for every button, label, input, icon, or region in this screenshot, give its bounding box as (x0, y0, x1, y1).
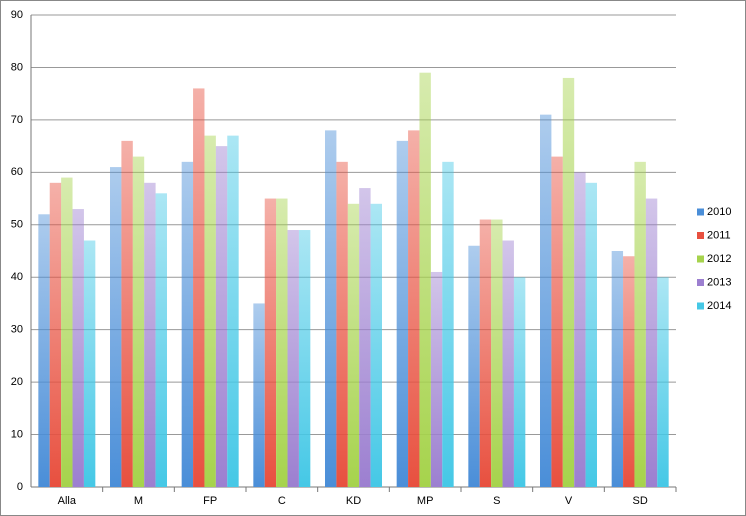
x-tick-label: C (278, 495, 286, 507)
legend-label: 2013 (707, 276, 731, 288)
legend-swatch (697, 255, 704, 263)
bar (645, 198, 658, 488)
bar (396, 140, 409, 487)
bar (540, 114, 552, 488)
legend-swatch (697, 208, 704, 216)
bar (193, 88, 205, 487)
y-tick-label: 90 (11, 9, 23, 21)
bar (611, 251, 624, 487)
x-tick-label: SD (633, 495, 648, 507)
bar (181, 161, 194, 487)
bar (442, 161, 454, 487)
y-tick-label: 10 (11, 428, 23, 440)
y-tick-label: 0 (17, 481, 23, 493)
bar (634, 161, 646, 487)
bar (419, 72, 431, 487)
bar (479, 219, 492, 488)
bar (585, 182, 597, 488)
x-tick-label: KD (346, 495, 361, 507)
bar (562, 77, 575, 487)
x-tick-label: Alla (58, 495, 77, 507)
y-tick-label: 50 (11, 219, 23, 231)
bar (336, 161, 348, 487)
bar (132, 156, 145, 487)
bar (276, 198, 288, 488)
bar (657, 277, 669, 487)
bar (83, 240, 96, 487)
legend-swatch (697, 279, 704, 286)
bar (61, 177, 73, 488)
bar (49, 182, 62, 488)
y-tick-label: 70 (11, 114, 23, 126)
x-tick-label: S (493, 495, 500, 507)
bar (215, 146, 228, 487)
bar (370, 203, 382, 488)
bar (204, 135, 216, 487)
y-tick-label: 40 (11, 271, 23, 283)
bar (253, 303, 265, 487)
bar (408, 130, 420, 487)
bar (430, 271, 443, 487)
x-tick-label: V (565, 495, 573, 507)
bar (347, 203, 360, 488)
bar (227, 135, 239, 487)
bar (574, 172, 586, 488)
bar (359, 188, 371, 488)
bar (121, 140, 133, 487)
legend-swatch (697, 232, 704, 239)
legend-label: 2011 (707, 229, 731, 241)
bar (502, 240, 514, 487)
y-tick-label: 20 (11, 376, 23, 388)
legend-label: 2012 (707, 253, 731, 265)
bar (468, 245, 480, 487)
y-tick-label: 60 (11, 166, 23, 178)
x-tick-label: MP (417, 495, 434, 507)
bar (298, 230, 311, 487)
bar (264, 198, 277, 488)
legend-swatch (697, 302, 704, 310)
bar (72, 209, 84, 488)
x-tick-label: M (134, 495, 143, 507)
bar (513, 277, 526, 487)
x-tick-label: FP (203, 495, 217, 507)
y-tick-label: 30 (11, 324, 23, 336)
bar (144, 182, 156, 488)
bar (623, 256, 635, 487)
bar (110, 167, 122, 488)
bar (325, 130, 337, 487)
bar (38, 214, 50, 488)
legend-label: 2010 (707, 206, 731, 218)
bar (551, 156, 563, 487)
y-tick-label: 80 (11, 61, 23, 73)
legend-label: 2014 (707, 300, 731, 312)
bar (287, 230, 299, 487)
bar (491, 219, 503, 488)
bar (155, 193, 167, 488)
